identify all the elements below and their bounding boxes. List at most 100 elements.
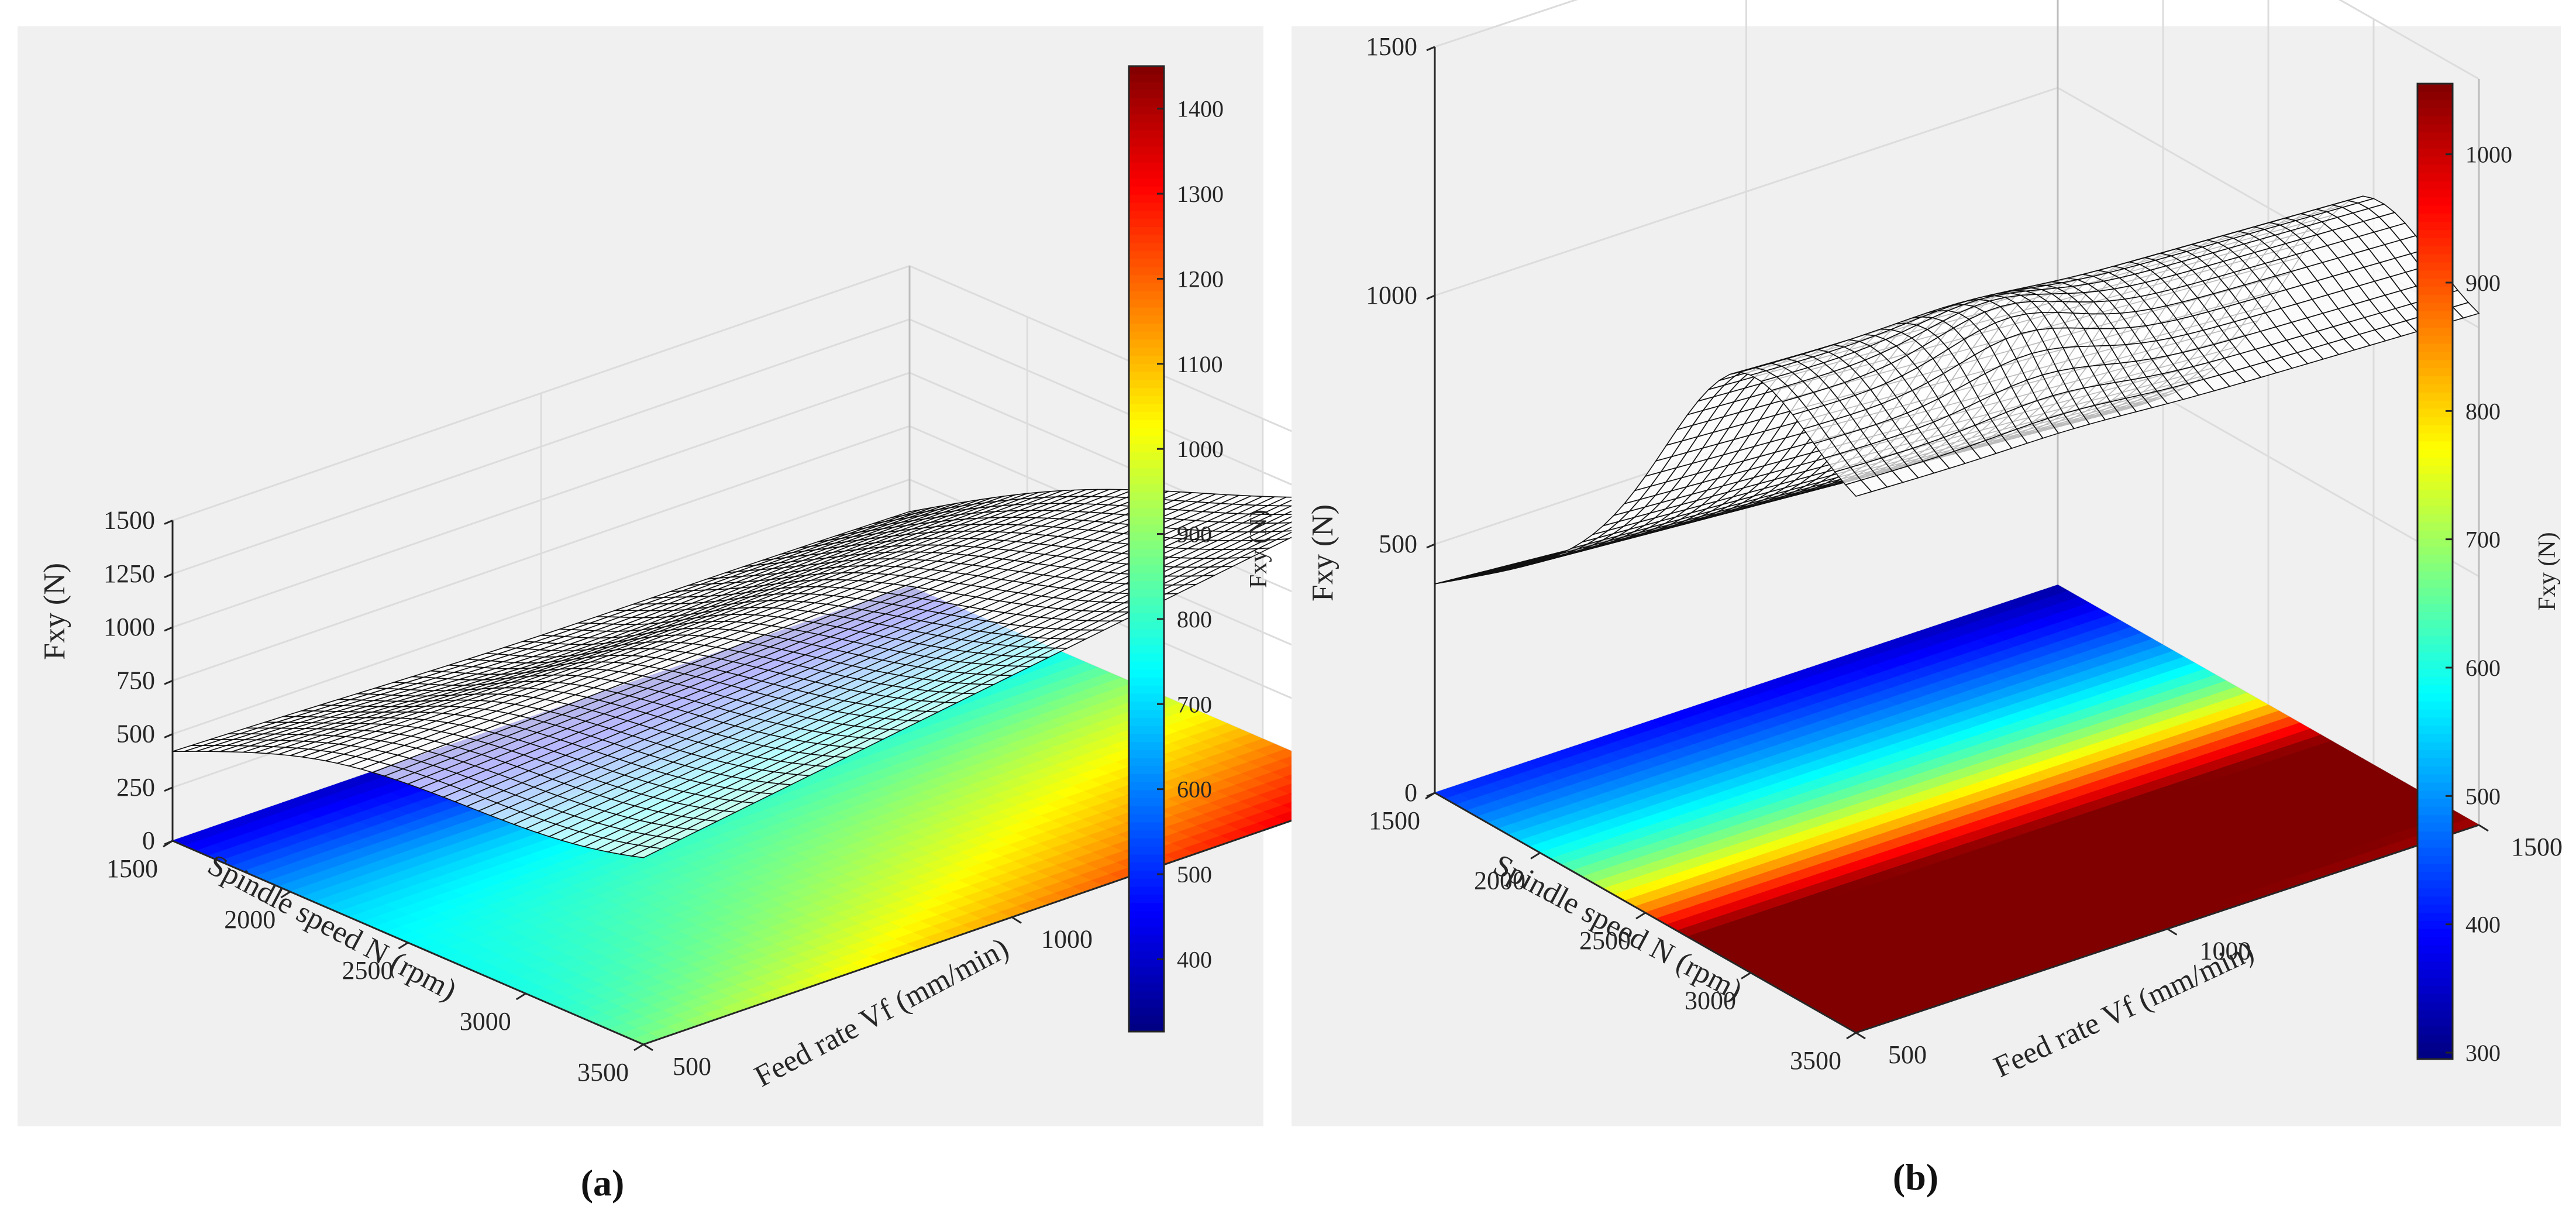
- colorbar-swatch: [1129, 202, 1164, 212]
- colorbar-swatch: [1129, 291, 1164, 300]
- colorbar-swatch: [1129, 524, 1164, 534]
- panel-a: 0 250 500 750 1000 1250 1500 1500 2000 2500 3000 35…: [18, 26, 1461, 1126]
- colorbar-swatch: [1129, 195, 1164, 204]
- x-tick-label: 3500: [577, 1058, 629, 1087]
- colorbar-swatch: [1129, 404, 1164, 413]
- x-tick-label: 1500: [106, 854, 158, 883]
- colorbar-swatch: [1129, 283, 1164, 292]
- colorbar-swatch: [1129, 154, 1164, 163]
- chart-a: 0250500750100012501500150020002500300035…: [38, 65, 1461, 1094]
- x-tick-mark: [515, 992, 526, 1001]
- colorbar-swatch: [1129, 935, 1164, 944]
- colorbar-swatch: [1129, 106, 1164, 115]
- colorbar-swatch: [1129, 758, 1164, 767]
- z-tick-mark: [164, 520, 173, 525]
- colorbar-swatch: [1129, 299, 1164, 308]
- colorbar-tick-label: 800: [1177, 606, 1212, 633]
- z-tick-mark: [164, 733, 173, 738]
- colorbar-swatch: [1129, 138, 1164, 147]
- z-tick-label: 0: [142, 826, 155, 855]
- colorbar-swatch: [1129, 685, 1164, 695]
- colorbar-swatch: [1129, 348, 1164, 356]
- colorbar-tick-label: 700: [1177, 691, 1212, 717]
- colorbar-tick-label: 1300: [1177, 181, 1224, 207]
- z-tick-mark: [164, 786, 173, 792]
- colorbar-tick-label: 1400: [1177, 96, 1224, 122]
- colorbar-swatch: [1129, 227, 1164, 236]
- colorbar-swatch: [1129, 356, 1164, 365]
- colorbar-swatch: [1129, 621, 1164, 630]
- z-tick-mark: [164, 679, 173, 685]
- colorbar-swatch: [1129, 500, 1164, 510]
- colorbar-swatch: [1129, 991, 1164, 1000]
- colorbar-swatch: [1129, 790, 1164, 799]
- colorbar-swatch: [1129, 597, 1164, 606]
- colorbar-swatch: [1129, 444, 1164, 453]
- colorbar-swatch: [1129, 653, 1164, 662]
- colorbar-swatch: [1129, 420, 1164, 429]
- colorbar-swatch: [1129, 717, 1164, 727]
- colorbar-swatch: [1129, 871, 1164, 879]
- colorbar-swatch: [1129, 565, 1164, 574]
- z-tick-label: 1500: [104, 506, 155, 535]
- colorbar-swatch: [1129, 854, 1164, 864]
- colorbar-swatch: [1129, 259, 1164, 268]
- colorbar-swatch: [1129, 452, 1164, 461]
- gridline-z: [1434, 0, 2479, 80]
- colorbar-swatch: [1129, 476, 1164, 485]
- colorbar-swatch: [1129, 372, 1164, 381]
- colorbar-swatch: [1129, 830, 1164, 839]
- colorbar-swatch: [1129, 637, 1164, 646]
- colorbar-swatch: [1129, 532, 1164, 542]
- colorbar-swatch: [1129, 919, 1164, 928]
- colorbar-swatch: [1129, 967, 1164, 976]
- colorbar-swatch: [1129, 170, 1164, 180]
- colorbar-swatch: [1129, 678, 1164, 686]
- x-tick-label: 2000: [224, 905, 275, 934]
- colorbar-swatch: [1129, 74, 1164, 83]
- colorbar-swatch: [1129, 66, 1164, 75]
- colorbar-swatch: [1129, 910, 1164, 920]
- colorbar-swatch: [1129, 1023, 1164, 1032]
- colorbar-swatch: [1129, 581, 1164, 590]
- x-tick-label: 2500: [342, 956, 394, 985]
- colorbar-swatch: [1129, 629, 1164, 638]
- colorbar-swatch: [1129, 388, 1164, 397]
- colorbar-swatch: [1129, 380, 1164, 389]
- colorbar-tick-label: 1100: [1177, 351, 1223, 377]
- contour-floor-b: [1434, 585, 2480, 1034]
- colorbar-swatch: [1129, 605, 1164, 614]
- y-tick-mark: [1011, 916, 1022, 924]
- colorbar-swatch: [1129, 331, 1164, 341]
- z-tick-label: 1250: [104, 559, 155, 588]
- colorbar-swatch: [1129, 412, 1164, 421]
- z-tick-label: 1000: [104, 613, 155, 641]
- colorbar-swatch: [1129, 983, 1164, 992]
- colorbar-swatch: [1129, 1015, 1164, 1025]
- colorbar-swatch: [1129, 549, 1164, 558]
- colorbar-swatch: [1129, 742, 1164, 751]
- colorbar-swatch: [1129, 187, 1164, 195]
- surface-cell: [630, 846, 664, 858]
- colorbar-swatch: [1129, 645, 1164, 654]
- colorbar-swatch: [1129, 541, 1164, 549]
- colorbar-swatch: [1129, 903, 1164, 912]
- colorbar-swatch: [1129, 517, 1164, 525]
- colorbar-swatch: [1129, 693, 1164, 703]
- z-axis-label: Fxy (N): [38, 563, 71, 660]
- colorbar-swatch: [1129, 396, 1164, 405]
- colorbar-swatch: [1129, 846, 1164, 855]
- colorbar-swatch: [1129, 324, 1164, 332]
- colorbar-tick-label: 1000: [1177, 436, 1224, 462]
- colorbar-swatch: [1129, 267, 1164, 276]
- x-tick-mark: [163, 840, 173, 848]
- colorbar-swatch: [1129, 339, 1164, 349]
- colorbar-swatch: [1129, 307, 1164, 317]
- colorbar-swatch: [1129, 766, 1164, 775]
- colorbar-swatch: [1129, 702, 1164, 710]
- colorbar-swatch: [1129, 275, 1164, 284]
- colorbar-swatch: [1129, 661, 1164, 671]
- colorbar-swatch: [1129, 862, 1164, 871]
- z-tick-mark: [164, 573, 173, 579]
